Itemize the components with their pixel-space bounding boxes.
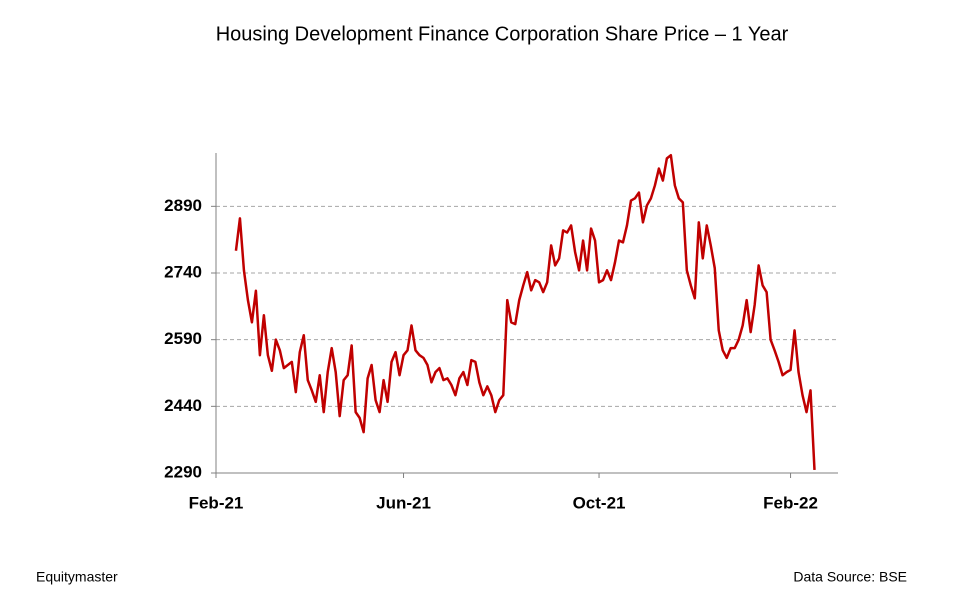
price-line xyxy=(234,153,816,470)
x-tick-label: Feb-22 xyxy=(763,493,818,512)
y-tick-label: 2290 xyxy=(164,462,202,481)
y-tick-label: 2740 xyxy=(164,262,202,281)
x-tick-label: Oct-21 xyxy=(573,493,626,512)
chart-title: Housing Development Finance Corporation … xyxy=(216,23,789,45)
y-tick-label: 2890 xyxy=(164,196,202,215)
y-tick-label: 2590 xyxy=(164,329,202,348)
credit: Equitymaster xyxy=(36,569,118,585)
y-tick-label: 2440 xyxy=(164,396,202,415)
source: Data Source: BSE xyxy=(793,569,907,585)
x-tick-label: Feb-21 xyxy=(189,493,244,512)
x-tick-label: Jun-21 xyxy=(376,493,431,512)
